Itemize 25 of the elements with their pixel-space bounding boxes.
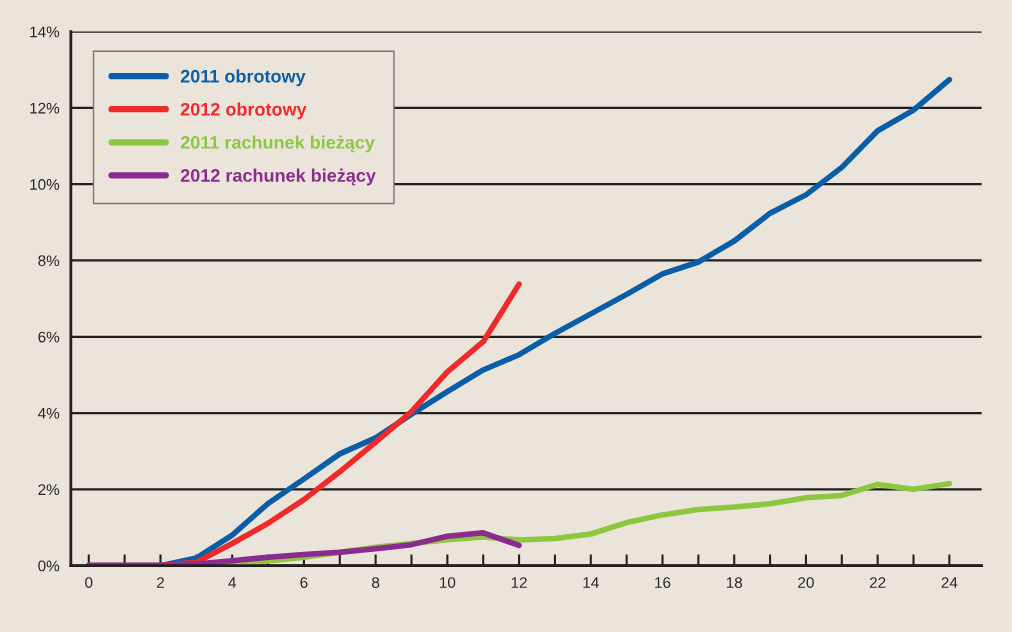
x-tick-label: 0 [85,577,93,588]
legend-label: 2012 obrotowy [180,102,307,120]
x-tick-label: 8 [372,577,380,588]
y-tick-label: 2% [38,484,60,495]
x-tick-label: 24 [941,577,958,588]
y-tick-label: 14% [30,26,60,38]
y-tick-label: 8% [38,255,60,267]
x-tick-label: 20 [798,577,814,588]
y-tick-label: 6% [38,331,60,343]
legend-label: 2012 rachunek bieżący [180,168,376,186]
x-tick-label: 12 [511,577,527,588]
x-tick-label: 4 [228,577,236,588]
x-tick-label: 10 [440,577,456,588]
x-tick-label: 16 [655,577,671,588]
legend-label: 2011 obrotowy [180,69,306,87]
legend-label: 2011 rachunek bieżący [180,135,375,153]
x-tick-label: 18 [726,577,743,588]
y-tick-label: 4% [38,407,60,419]
y-tick-label: 10% [30,179,60,190]
x-tick-label: 2 [157,577,164,588]
x-tick-label: 22 [869,577,886,588]
x-tick-label: 6 [300,577,308,588]
x-tick-label: 14 [583,577,599,588]
y-tick-label: 0% [38,560,60,572]
y-tick-label: 12% [30,102,60,114]
